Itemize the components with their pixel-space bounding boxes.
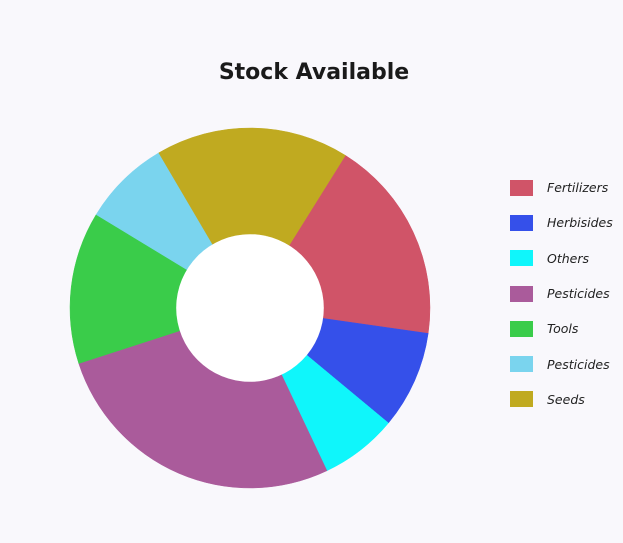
- legend-swatch: [510, 391, 533, 408]
- legend-label: Seeds: [547, 391, 585, 407]
- legend-label: Pesticides: [547, 356, 610, 372]
- legend-label: Herbisides: [547, 215, 613, 231]
- legend-swatch: [510, 356, 533, 373]
- legend-label: Tools: [547, 321, 579, 337]
- legend-label: Others: [547, 250, 590, 266]
- legend-item-pesticides-3[interactable]: Pesticides: [510, 276, 613, 311]
- donut-hole: [176, 234, 324, 382]
- legend-swatch: [510, 320, 533, 337]
- legend-swatch: [510, 179, 533, 196]
- legend-swatch: [510, 250, 533, 267]
- legend-item-pesticides-5[interactable]: Pesticides: [510, 346, 613, 381]
- legend-label: Pesticides: [547, 286, 610, 302]
- slice-seeds-6[interactable]: [158, 127, 346, 246]
- chart-title: Stock Available: [218, 60, 410, 85]
- legend-item-seeds-6[interactable]: Seeds: [510, 382, 613, 417]
- legend-label: Fertilizers: [547, 180, 609, 196]
- legend-swatch: [510, 214, 533, 231]
- legend-item-fertilizers-0[interactable]: Fertilizers: [510, 170, 613, 205]
- legend-item-others-2[interactable]: Others: [510, 241, 613, 276]
- legend-item-tools-4[interactable]: Tools: [510, 311, 613, 346]
- chart-legend: Fertilizers Herbisides Others Pesticides Too…: [510, 170, 613, 417]
- legend-item-herbisides-1[interactable]: Herbisides: [510, 205, 613, 240]
- legend-swatch: [510, 285, 533, 302]
